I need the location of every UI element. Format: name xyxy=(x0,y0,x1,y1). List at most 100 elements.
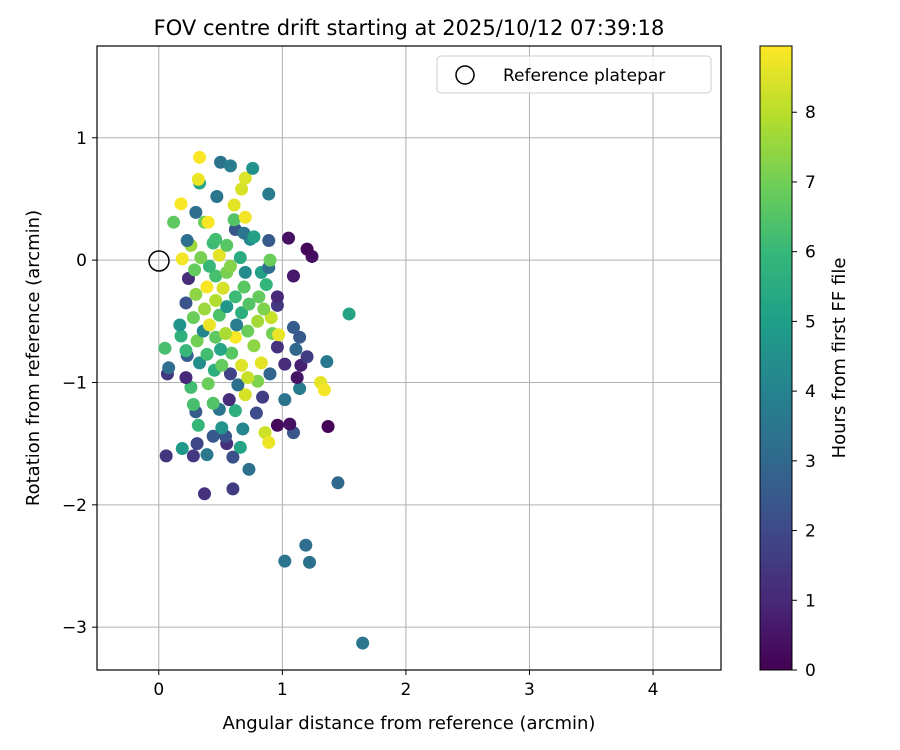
data-point xyxy=(290,371,304,385)
colorbar-tick-label: 5 xyxy=(805,312,816,332)
data-point xyxy=(162,361,176,375)
data-point xyxy=(223,367,237,381)
data-point xyxy=(200,347,214,361)
data-point xyxy=(293,382,307,396)
data-point xyxy=(249,406,263,420)
data-point xyxy=(223,259,237,273)
data-point xyxy=(272,328,286,342)
data-point xyxy=(214,155,228,169)
data-point xyxy=(251,314,265,328)
data-point xyxy=(228,290,242,304)
data-point xyxy=(202,259,216,273)
data-point xyxy=(321,420,335,434)
data-point xyxy=(220,238,234,252)
data-point xyxy=(293,330,307,344)
data-point xyxy=(263,367,277,381)
data-point xyxy=(278,554,292,568)
data-point xyxy=(227,213,241,227)
data-point xyxy=(209,269,223,283)
data-point xyxy=(228,404,242,418)
data-point xyxy=(252,290,266,304)
data-point xyxy=(209,330,223,344)
y-tick-label: 0 xyxy=(76,251,87,271)
data-point xyxy=(190,334,204,348)
data-point xyxy=(256,390,270,404)
data-point xyxy=(194,251,208,265)
colorbar-label: Hours from first FF file xyxy=(829,258,850,459)
data-point xyxy=(201,215,215,229)
data-point xyxy=(174,329,188,343)
data-point xyxy=(210,189,224,203)
colorbar-ticks: 0 1 2 3 4 5 6 7 8 xyxy=(792,103,816,681)
data-point xyxy=(209,293,223,307)
data-point xyxy=(222,393,236,407)
data-point xyxy=(214,342,228,356)
data-point xyxy=(227,198,241,212)
legend: Reference platepar xyxy=(436,55,712,94)
data-point xyxy=(257,302,271,316)
colorbar-tick-label: 1 xyxy=(805,591,816,611)
data-point xyxy=(225,346,239,360)
data-point xyxy=(193,150,207,164)
data-point xyxy=(278,393,292,407)
data-point xyxy=(212,308,226,322)
data-point xyxy=(300,242,314,256)
data-point xyxy=(191,418,205,432)
data-point xyxy=(233,251,247,265)
data-point xyxy=(270,340,284,354)
data-point xyxy=(342,307,356,321)
colorbar-tick-label: 0 xyxy=(805,661,816,681)
data-point xyxy=(259,278,273,292)
data-point xyxy=(186,397,200,411)
data-point xyxy=(184,380,198,394)
chart-title: FOV centre drift starting at 2025/10/12 … xyxy=(154,16,665,40)
legend-marker-icon xyxy=(455,65,475,85)
colorbar-tick-label: 2 xyxy=(805,522,816,542)
y-axis-ticks: 1 0 −1 −2 −3 xyxy=(62,129,97,638)
data-point xyxy=(230,318,244,332)
colorbar-tick-label: 3 xyxy=(805,452,816,472)
data-point xyxy=(251,374,265,388)
data-point xyxy=(320,355,334,369)
data-point xyxy=(209,232,223,246)
data-point xyxy=(189,205,203,219)
data-point xyxy=(174,197,188,211)
data-point xyxy=(270,290,284,304)
data-point xyxy=(283,417,297,431)
data-point xyxy=(286,320,300,334)
data-point xyxy=(226,450,240,464)
data-point xyxy=(159,449,173,463)
data-point xyxy=(179,296,193,310)
data-point xyxy=(317,383,331,397)
plot-frame xyxy=(96,45,722,671)
data-point xyxy=(158,341,172,355)
x-tick-label: 4 xyxy=(648,680,659,700)
data-point xyxy=(167,215,181,229)
colorbar-tick-label: 4 xyxy=(805,382,816,402)
y-tick-label: −2 xyxy=(62,496,87,516)
data-point xyxy=(242,462,256,476)
data-point xyxy=(220,300,234,314)
data-point xyxy=(262,435,276,449)
data-point xyxy=(186,449,200,463)
data-point xyxy=(289,342,303,356)
y-axis-label: Rotation from reference (arcmin) xyxy=(23,210,44,506)
data-point xyxy=(226,482,240,496)
data-point xyxy=(215,358,229,372)
data-point xyxy=(188,263,202,277)
data-point xyxy=(228,330,242,344)
grid-lines xyxy=(97,46,721,670)
y-tick-label: 1 xyxy=(76,129,87,149)
data-point xyxy=(247,230,261,244)
x-tick-label: 0 xyxy=(153,680,164,700)
data-point xyxy=(247,339,261,353)
x-tick-label: 3 xyxy=(524,680,535,700)
data-point xyxy=(233,440,247,454)
data-point xyxy=(193,356,207,370)
data-point xyxy=(278,357,292,371)
x-tick-label: 2 xyxy=(400,680,411,700)
data-point xyxy=(223,159,237,173)
data-point xyxy=(258,426,272,440)
data-point xyxy=(216,281,230,295)
